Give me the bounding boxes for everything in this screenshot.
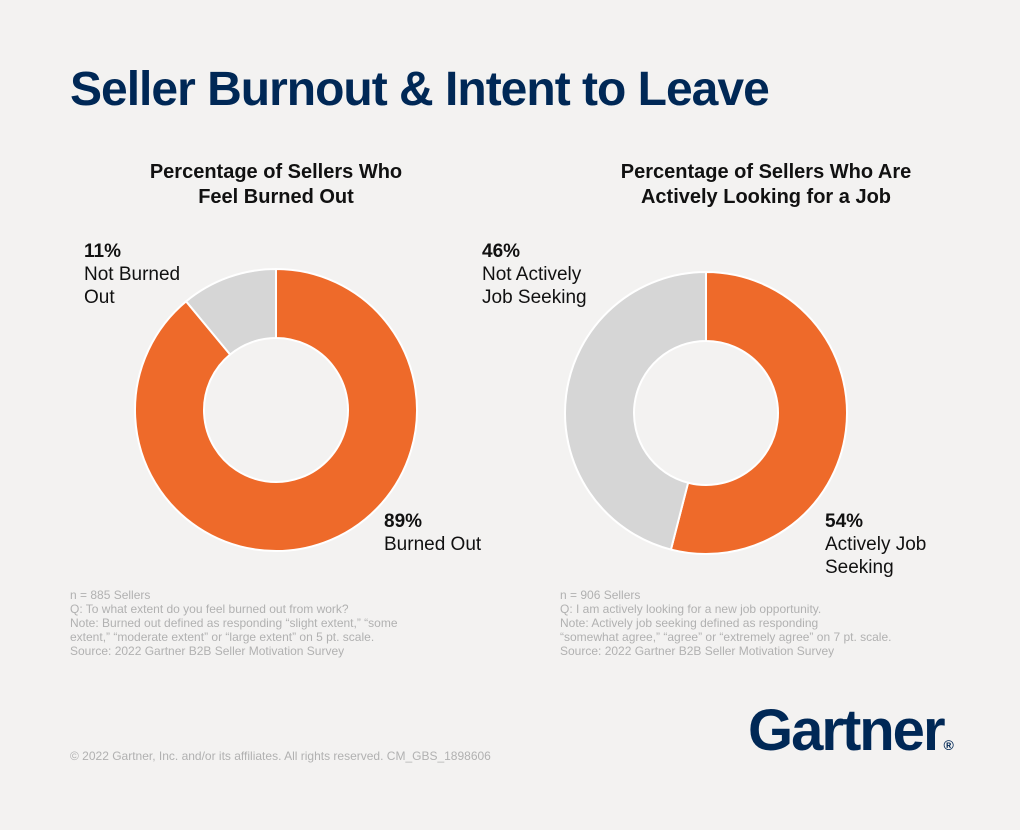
burnout-chart-panel: Percentage of Sellers Who Feel Burned Ou… bbox=[70, 0, 490, 830]
slice-name: Seeking bbox=[825, 557, 894, 578]
slice-percent: 54% bbox=[825, 511, 864, 532]
footnote-line: extent,” “moderate extent” or “large ext… bbox=[70, 630, 375, 644]
slice-label-burned-out: 89% Burned Out bbox=[384, 510, 481, 556]
footnote-line: n = 885 Sellers bbox=[70, 588, 151, 602]
slice-percent: 46% bbox=[482, 241, 521, 262]
job-seeking-donut-chart bbox=[564, 270, 848, 555]
donut-slice-burned-out bbox=[134, 267, 418, 552]
slice-name: Job Seeking bbox=[482, 287, 587, 308]
slice-name: Burned Out bbox=[384, 534, 482, 555]
chart-title-line: Feel Burned Out bbox=[198, 186, 354, 208]
chart-title-line: Percentage of Sellers Who Are bbox=[620, 161, 912, 183]
registered-mark: ® bbox=[943, 737, 954, 753]
gartner-logo: Gartner® bbox=[748, 702, 954, 760]
chart-title: Percentage of Sellers Who Feel Burned Ou… bbox=[70, 160, 482, 210]
chart-footnotes: n = 906 Sellers Q: I am actively looking… bbox=[560, 588, 980, 658]
slice-label-actively-job-seeking: 54% Actively Job Seeking bbox=[825, 510, 926, 579]
footnote-line: Q: To what extent do you feel burned out… bbox=[70, 602, 349, 616]
chart-title: Percentage of Sellers Who Are Actively L… bbox=[560, 160, 972, 210]
job-seeking-chart-panel: Percentage of Sellers Who Are Actively L… bbox=[482, 0, 980, 830]
page-title: Seller Burnout & Intent to Leave bbox=[70, 63, 770, 116]
footnote-line: Q: I am actively looking for a new job o… bbox=[560, 602, 822, 616]
donut-slice-actively-job-seeking bbox=[669, 270, 848, 555]
burnout-donut-chart bbox=[134, 267, 418, 552]
slice-name: Not Burned bbox=[84, 264, 181, 285]
footnote-line: Source: 2022 Gartner B2B Seller Motivati… bbox=[70, 644, 345, 658]
slice-percent: 89% bbox=[384, 511, 423, 532]
footnote-line: Note: Actively job seeking defined as re… bbox=[560, 616, 819, 630]
donut-slice-not-actively-job-seeking bbox=[564, 270, 707, 551]
slice-name: Not Actively bbox=[482, 264, 582, 285]
slice-name: Actively Job bbox=[825, 534, 927, 555]
slice-label-not-burned-out: 11% Not Burned Out bbox=[84, 240, 180, 309]
chart-title-line: Actively Looking for a Job bbox=[640, 186, 892, 208]
slice-percent: 11% bbox=[84, 241, 121, 262]
logo-wordmark: Gartner bbox=[748, 698, 946, 763]
footnote-line: Source: 2022 Gartner B2B Seller Motivati… bbox=[560, 644, 835, 658]
chart-title-line: Percentage of Sellers Who bbox=[149, 161, 403, 183]
footnote-line: “somewhat agree,” “agree” or “extremely … bbox=[560, 630, 892, 644]
slice-label-not-actively-job-seeking: 46% Not Actively Job Seeking bbox=[482, 240, 587, 309]
donut-slice-not-burned-out bbox=[184, 267, 277, 356]
footnote-line: n = 906 Sellers bbox=[560, 588, 641, 602]
footnote-line: Note: Burned out defined as responding “… bbox=[70, 616, 398, 630]
slice-name: Out bbox=[84, 287, 115, 308]
chart-footnotes: n = 885 Sellers Q: To what extent do you… bbox=[70, 588, 490, 658]
copyright-text: © 2022 Gartner, Inc. and/or its affiliat… bbox=[70, 749, 491, 763]
